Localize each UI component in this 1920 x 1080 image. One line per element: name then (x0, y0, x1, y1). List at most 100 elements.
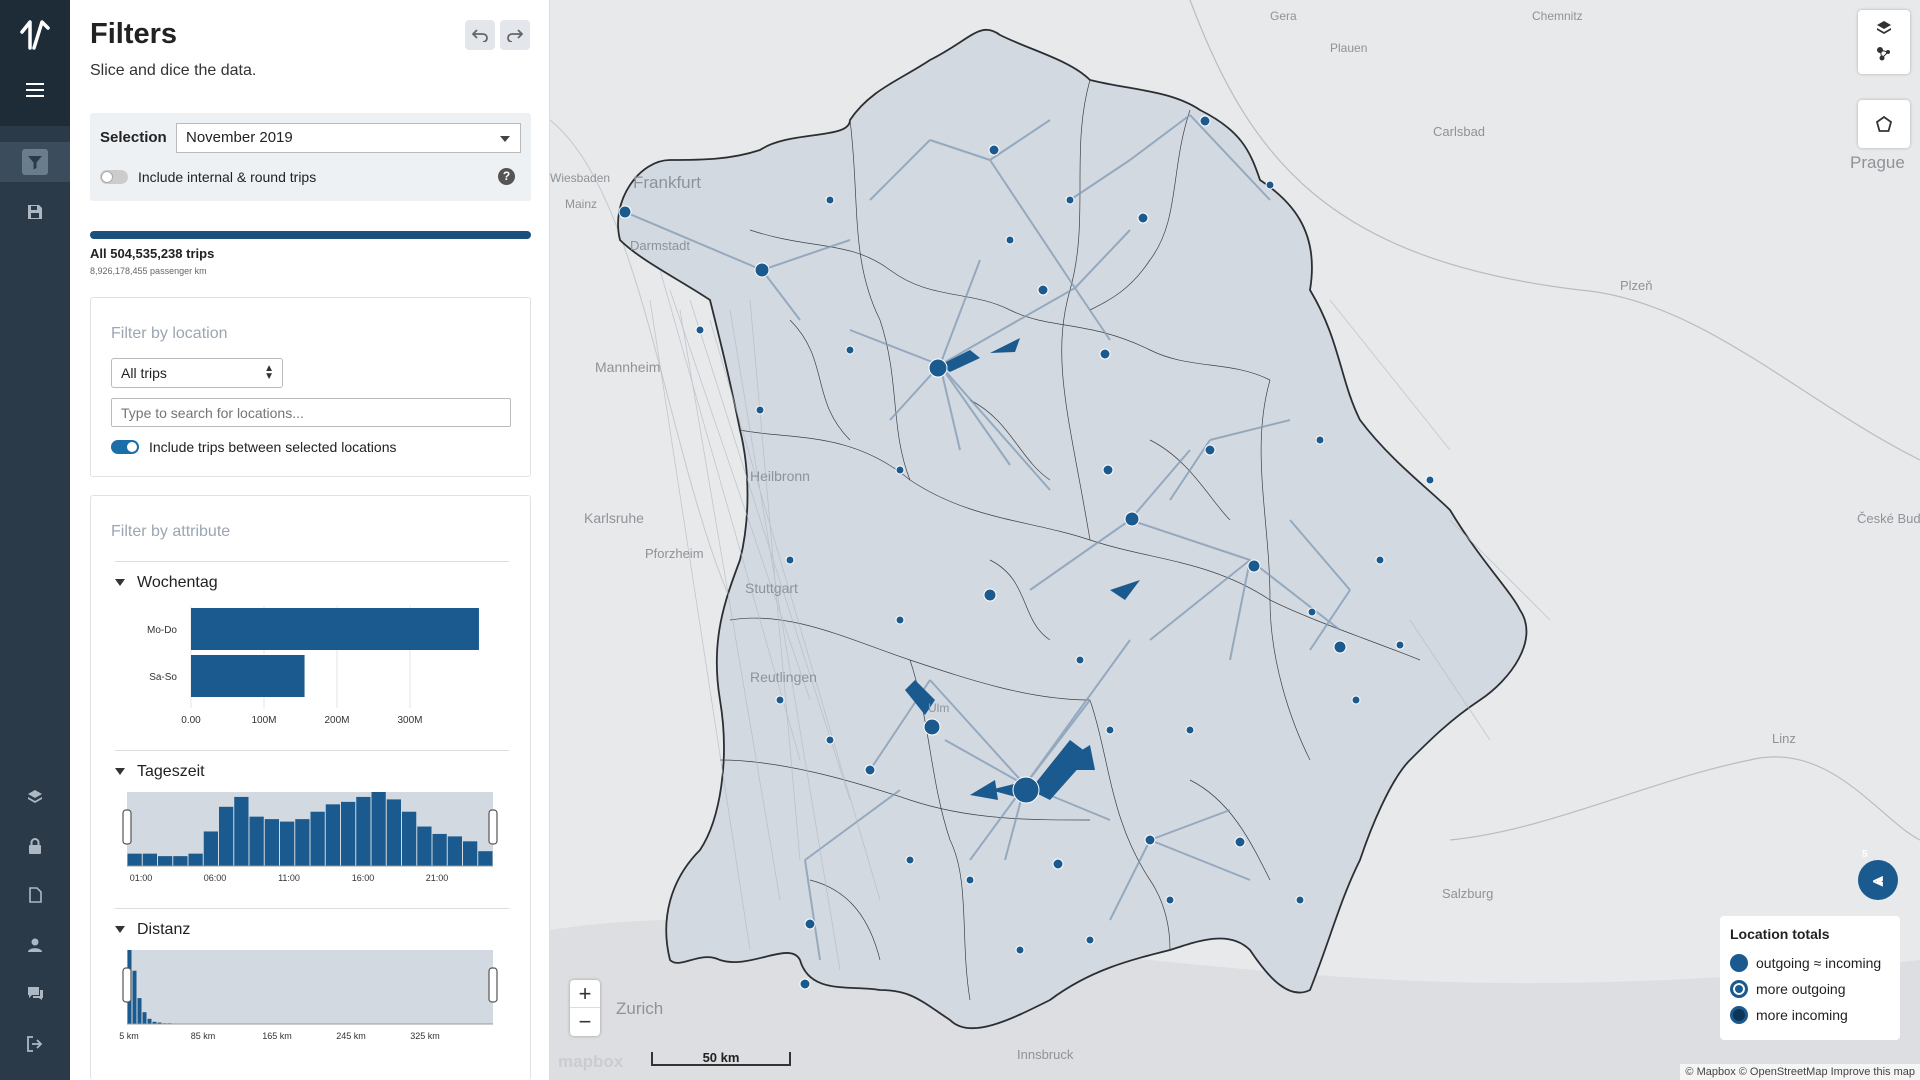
node-kulmbach[interactable] (1065, 195, 1075, 205)
node-schwandorf[interactable] (1204, 444, 1216, 456)
tageszeit-chart[interactable]: 01:00 06:00 11:00 16:00 21:00 (111, 786, 511, 896)
rail-chat-button[interactable] (0, 974, 70, 1014)
node-dinkelsbuehl[interactable] (755, 405, 765, 415)
bar (188, 853, 203, 866)
menu-icon[interactable] (26, 83, 44, 97)
node-nuernberg[interactable] (928, 358, 948, 378)
node-landsberg[interactable] (905, 855, 915, 865)
brush-handle[interactable] (122, 967, 132, 1003)
brush-handle[interactable] (488, 809, 498, 845)
node-noerdlingen[interactable] (785, 555, 795, 565)
bar (371, 792, 386, 866)
node-ingolstadt[interactable] (983, 588, 997, 602)
location-search-input[interactable] (111, 398, 511, 427)
node-berchtesgaden[interactable] (1295, 895, 1305, 905)
node-neu-ulm[interactable] (775, 695, 785, 705)
node-grafenau[interactable] (1395, 640, 1405, 650)
zoom-out-button[interactable]: − (578, 1009, 592, 1034)
bar (310, 811, 325, 866)
node-regen[interactable] (1425, 475, 1435, 485)
map-canvas[interactable]: Frankfurt Darmstadt Mainz Wiesbaden Mann… (550, 0, 1920, 1080)
node-deggendorf[interactable] (1375, 555, 1385, 565)
zoom-in-button[interactable]: + (570, 980, 600, 1008)
rail-logout-button[interactable] (0, 1024, 70, 1064)
between-locations-toggle[interactable] (111, 440, 139, 454)
section-distanz[interactable]: Distanz (115, 921, 190, 939)
select-arrows-icon: ▲ ▼ (264, 363, 274, 382)
map-layers-button[interactable] (1858, 10, 1910, 46)
node-erlangen[interactable] (1037, 284, 1049, 296)
map-network-button[interactable] (1858, 34, 1910, 74)
node-bad-toelz[interactable] (1085, 935, 1095, 945)
node-augsburg[interactable] (923, 718, 941, 736)
node-hof[interactable] (1199, 115, 1211, 127)
node-schweinfurt[interactable] (825, 195, 835, 205)
node-holzkirchen[interactable] (1052, 858, 1064, 870)
node-bad-aibling[interactable] (1165, 895, 1175, 905)
node-garmisch[interactable] (1015, 945, 1025, 955)
mapbox-logo[interactable]: mapbox (558, 1052, 624, 1071)
map-graphic[interactable]: Frankfurt Darmstadt Mainz Wiesbaden Mann… (550, 0, 1920, 1080)
caret-down-icon (115, 926, 125, 934)
node-weissenburg[interactable] (895, 465, 905, 475)
selection-box: Selection November 2019 Include internal… (90, 113, 531, 201)
brush-handle[interactable] (122, 809, 132, 845)
distanz-chart[interactable]: 5 km 85 km 165 km 245 km 325 km (111, 944, 511, 1054)
node-cham[interactable] (1315, 435, 1325, 445)
wochentag-chart[interactable]: 0.00 100M 200M 300M Mo-Do Sa-So (111, 596, 511, 726)
node-kelheim[interactable] (1102, 464, 1114, 476)
rail-layers-button[interactable] (0, 777, 70, 817)
category-label: Mo-Do (147, 625, 177, 636)
node-altoetting[interactable] (1351, 695, 1361, 705)
node-passau[interactable] (1333, 640, 1347, 654)
node-freising[interactable] (1075, 655, 1085, 665)
rail-user-button[interactable] (0, 925, 70, 965)
help-icon[interactable]: ? (498, 168, 515, 185)
rail-save-button[interactable] (0, 192, 70, 232)
node-tirschenreuth[interactable] (1265, 180, 1275, 190)
node-weilheim[interactable] (965, 875, 975, 885)
section-tageszeit[interactable]: Tageszeit (115, 763, 205, 781)
location-mode-select[interactable]: All trips ▲ ▼ (111, 358, 283, 388)
node-donauwoerth[interactable] (895, 615, 905, 625)
selection-dropdown[interactable]: November 2019 (176, 123, 521, 153)
node-bayreuth[interactable] (1137, 212, 1149, 224)
place-label: Chemnitz (1532, 9, 1583, 23)
section-wochentag[interactable]: Wochentag (115, 574, 218, 592)
node-forchheim[interactable] (1005, 235, 1015, 245)
map-attribution[interactable]: © Mapbox © OpenStreetMap Improve this ma… (1680, 1064, 1920, 1080)
bar (203, 831, 218, 866)
redo-button[interactable] (500, 20, 530, 50)
x-tick-label: 300M (397, 715, 422, 726)
node-regensburg[interactable] (1124, 511, 1140, 527)
node-schwabach[interactable] (845, 345, 855, 355)
node-kempten[interactable] (804, 918, 816, 930)
node-amberg[interactable] (1099, 348, 1111, 360)
between-locations-label: Include trips between selected locations (149, 439, 397, 455)
node-wuerzburg[interactable] (754, 262, 770, 278)
undo-button[interactable] (465, 20, 495, 50)
node-vilshofen[interactable] (1307, 607, 1317, 617)
page-title: Filters (90, 18, 178, 50)
map-reset-button[interactable] (1858, 100, 1910, 148)
internal-trips-toggle[interactable] (100, 170, 128, 184)
app-logo-icon[interactable] (18, 18, 52, 52)
rail-document-button[interactable] (0, 875, 70, 915)
node-kaufbeuren[interactable] (864, 764, 876, 776)
rail-lock-button[interactable] (0, 826, 70, 866)
node-guenzburg[interactable] (825, 735, 835, 745)
node-rosenheim[interactable] (1144, 834, 1156, 846)
node-coburg[interactable] (988, 144, 1000, 156)
node-muenchen[interactable] (1012, 776, 1040, 804)
brush-handle[interactable] (488, 967, 498, 1003)
node-muehldorf[interactable] (1185, 725, 1195, 735)
node-aschaffenburg[interactable] (618, 205, 632, 219)
rail-filters-button[interactable] (0, 142, 70, 182)
brush-selection (127, 792, 493, 866)
node-ansbach[interactable] (695, 325, 705, 335)
node-erding[interactable] (1105, 725, 1115, 735)
app-bubble-button[interactable]: ⫷ 5 (1858, 850, 1898, 900)
node-landshut[interactable] (1247, 559, 1261, 573)
node-traunstein[interactable] (1234, 836, 1246, 848)
node-lindau[interactable] (799, 978, 811, 990)
